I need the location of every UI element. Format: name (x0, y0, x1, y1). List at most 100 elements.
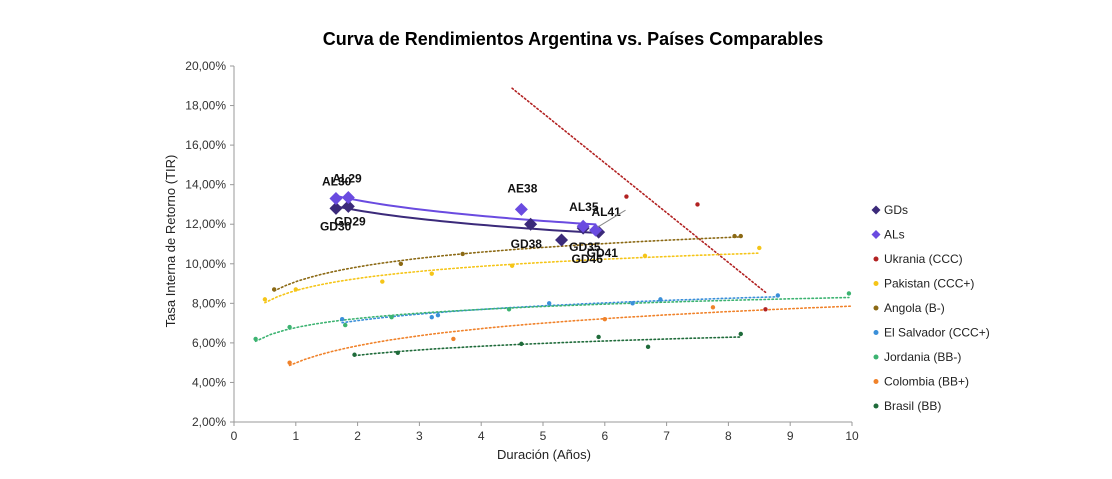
trend-line-el-salvador-ccc (341, 296, 779, 324)
point-angola-b (271, 287, 277, 292)
x-tick-label: 8 (725, 429, 732, 443)
legend-marker-pakistan-ccc (873, 281, 879, 286)
bond-label-al29: AL29 (332, 172, 362, 186)
legend-label-jordania-bb: Jordania (BB-) (884, 350, 961, 364)
point-angola-b (738, 233, 743, 239)
legend-marker-brasil-bb (873, 403, 879, 409)
legend-label-colombia-bb: Colombia (BB+) (884, 375, 969, 389)
y-tick-label: 6,00% (192, 336, 226, 350)
point-jordania-bb (389, 314, 394, 320)
bond-label-al41: AL41 (592, 205, 622, 219)
x-tick-label: 2 (354, 429, 361, 443)
point-pakistan-ccc (509, 263, 515, 268)
point-gds (524, 217, 538, 231)
trend-line-gds (335, 205, 600, 234)
point-ukrania-ccc (624, 194, 629, 199)
legend-marker-als (871, 230, 881, 239)
x-tick-label: 1 (292, 429, 299, 443)
chart-legend: GDs ALs Ukrania (CCC) Pakistan (CCC+) Angola… (871, 203, 990, 413)
point-el-salvador-ccc (339, 316, 345, 322)
bond-label-gd46: GD46 (572, 252, 604, 266)
point-pakistan-ccc (262, 297, 268, 302)
point-als (514, 202, 528, 216)
point-jordania-bb (846, 291, 852, 296)
point-colombia-bb (287, 360, 292, 365)
point-angola-b (460, 251, 465, 257)
point-gds (329, 201, 343, 215)
legend-marker-colombia-bb (873, 379, 879, 384)
point-el-salvador-ccc (435, 313, 441, 318)
legend-marker-angola-b (873, 305, 879, 311)
bond-label-gd38: GD38 (511, 237, 543, 251)
point-angola-b (732, 233, 737, 239)
point-el-salvador-ccc (775, 293, 781, 298)
x-tick-label: 9 (787, 429, 794, 443)
y-tick-label: 4,00% (192, 375, 226, 389)
point-angola-b (398, 261, 404, 266)
x-tick-label: 6 (601, 429, 608, 443)
point-el-salvador-ccc (630, 301, 635, 306)
x-tick-label: 5 (540, 429, 547, 443)
point-brasil-bb (596, 334, 601, 340)
bond-label-gd29: GD29 (334, 214, 366, 228)
trend-line-ukrania-ccc (511, 87, 767, 294)
point-als (576, 219, 590, 233)
trend-line-pakistan-ccc (264, 252, 761, 304)
chart-title: Curva de Rendimientos Argentina vs. País… (323, 29, 824, 49)
bond-label-gd41: GD41 (587, 246, 619, 260)
legend-label-brasil-bb: Brasil (BB) (884, 399, 941, 413)
point-el-salvador-ccc (429, 314, 434, 320)
y-tick-label: 8,00% (192, 296, 226, 310)
trend-line-colombia-bb (288, 305, 853, 367)
legend-label-pakistan-ccc: Pakistan (CCC+) (884, 277, 974, 291)
point-colombia-bb (602, 316, 607, 322)
y-tick-label: 10,00% (185, 257, 226, 271)
legend-marker-gds (871, 205, 881, 215)
point-pakistan-ccc (380, 279, 385, 284)
point-jordania-bb (253, 336, 258, 342)
chart-axes: 2,00%4,00%6,00%8,00%10,00%12,00%14,00%16… (185, 59, 859, 443)
bond-label-gd35: GD35 (569, 240, 601, 254)
x-axis-label: Duración (Años) (497, 447, 591, 462)
bond-label-al30: AL30 (322, 175, 352, 189)
x-tick-label: 10 (845, 429, 859, 443)
point-ukrania-ccc (763, 307, 768, 312)
point-colombia-bb (451, 336, 456, 342)
point-el-salvador-ccc (546, 301, 552, 306)
point-colombia-bb (710, 305, 716, 310)
point-jordania-bb (506, 307, 512, 312)
legend-label-gds: GDs (884, 203, 908, 217)
x-tick-label: 0 (231, 429, 238, 443)
point-brasil-bb (645, 344, 651, 350)
point-brasil-bb (395, 350, 400, 355)
point-jordania-bb (343, 322, 348, 328)
legend-marker-el-salvador-ccc (873, 330, 879, 335)
y-tick-label: 14,00% (185, 178, 226, 192)
bond-label-gd30: GD30 (320, 219, 352, 233)
y-tick-label: 16,00% (185, 138, 226, 152)
point-pakistan-ccc (642, 253, 648, 259)
x-tick-label: 7 (663, 429, 670, 443)
trend-line-jordania-bb (254, 296, 850, 343)
legend-marker-jordania-bb (873, 354, 879, 360)
point-brasil-bb (352, 352, 357, 357)
y-tick-label: 2,00% (192, 415, 226, 429)
label-leader-line (597, 209, 626, 228)
x-tick-label: 3 (416, 429, 423, 443)
legend-label-el-salvador-ccc: El Salvador (CCC+) (884, 326, 990, 340)
point-brasil-bb (519, 341, 524, 347)
point-pakistan-ccc (429, 271, 434, 276)
point-ukrania-ccc (695, 202, 700, 207)
y-tick-label: 12,00% (185, 217, 226, 231)
x-tick-label: 4 (478, 429, 485, 443)
legend-label-ukrania-ccc: Ukrania (CCC) (884, 252, 963, 266)
y-axis-label: Tasa Interna de Retorno (TIR) (163, 155, 178, 328)
trend-line-angola-b (273, 236, 742, 292)
point-el-salvador-ccc (658, 297, 663, 302)
point-jordania-bb (287, 324, 292, 330)
data-points (253, 191, 852, 365)
point-pakistan-ccc (293, 287, 298, 292)
point-gds (555, 233, 569, 247)
